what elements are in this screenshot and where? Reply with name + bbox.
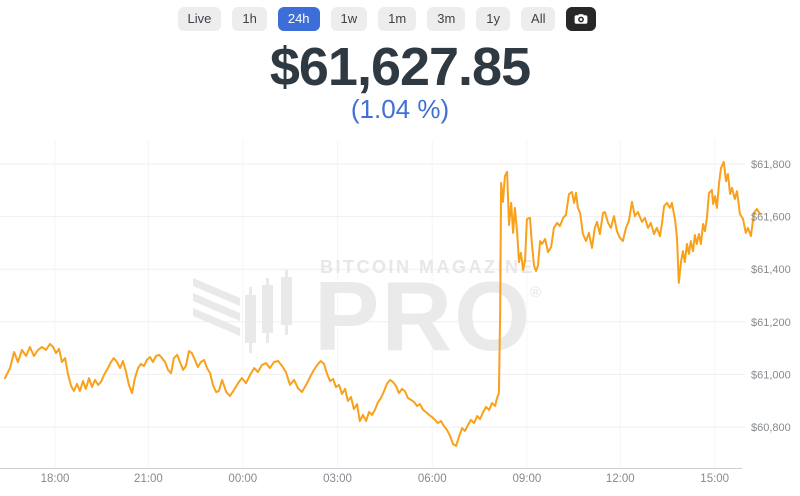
watermark-registered-mark: ® xyxy=(530,284,541,301)
price-change-percent: (1.04 %) xyxy=(350,94,450,124)
range-button-live[interactable]: Live xyxy=(177,7,222,31)
range-button-24h[interactable]: 24h xyxy=(277,7,320,31)
y-axis-label: $61,600 xyxy=(751,212,791,224)
y-axis-label: $61,400 xyxy=(751,264,791,276)
watermark: BITCOIN MAGAZINE PRO ® xyxy=(193,257,541,371)
range-button-all[interactable]: All xyxy=(521,7,556,31)
x-axis-label: 18:00 xyxy=(41,473,70,485)
x-axis-label: 09:00 xyxy=(513,473,542,485)
screenshot-button[interactable] xyxy=(566,7,597,31)
x-axis-label: 12:00 xyxy=(606,473,635,485)
price-line-series xyxy=(4,160,761,447)
x-axis-label: 00:00 xyxy=(228,473,257,485)
camera-icon xyxy=(573,11,589,27)
watermark-brand-line: BITCOIN MAGAZINE xyxy=(320,257,535,277)
horizontal-gridlines xyxy=(0,163,745,428)
y-axis-label: $60,800 xyxy=(751,422,791,434)
watermark-brand-big: PRO xyxy=(314,261,532,371)
price-chart[interactable]: BITCOIN MAGAZINE PRO ® $61,800 $61,600 $61… xyxy=(0,140,800,491)
x-axis-label: 06:00 xyxy=(418,473,447,485)
range-button-1y[interactable]: 1y xyxy=(476,7,511,31)
range-button-group: Live 1h 24h 1w 1m 3m 1y All xyxy=(177,7,556,31)
y-axis-label: $61,000 xyxy=(751,369,791,381)
time-range-toolbar: Live 1h 24h 1w 1m 3m 1y All xyxy=(0,7,787,31)
x-axis-label: 15:00 xyxy=(700,473,729,485)
y-axis-label: $61,800 xyxy=(751,159,791,171)
range-button-1h[interactable]: 1h xyxy=(232,7,267,31)
x-axis-label: 21:00 xyxy=(134,473,163,485)
x-axis-labels: 18:00 21:00 00:00 03:00 06:00 09:00 12:00 15:00 xyxy=(41,473,729,485)
current-price: $61,627.85 xyxy=(269,37,531,97)
range-button-3m[interactable]: 3m xyxy=(427,7,466,31)
y-axis-labels: $61,800 $61,600 $61,400 $61,200 $61,000 $60,8… xyxy=(751,159,791,434)
y-axis-label: $61,200 xyxy=(751,317,791,329)
vertical-gridlines xyxy=(54,140,716,468)
x-axis-label: 03:00 xyxy=(323,473,352,485)
range-button-1m[interactable]: 1m xyxy=(378,7,417,31)
bitcoin-magazine-pro-logo-icon xyxy=(193,270,292,353)
range-button-1w[interactable]: 1w xyxy=(330,7,368,31)
